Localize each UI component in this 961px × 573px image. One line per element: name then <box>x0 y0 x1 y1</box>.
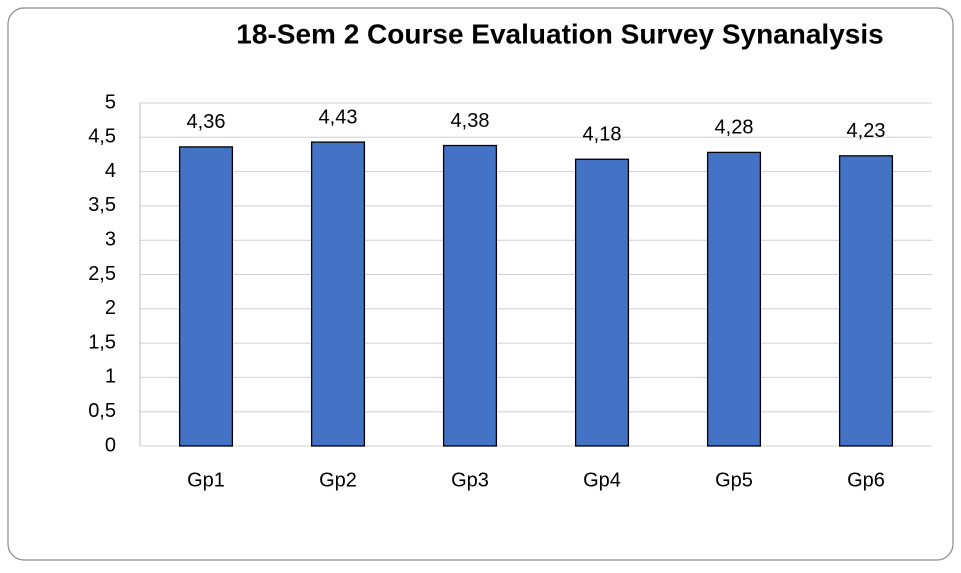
y-tick-label: 3,5 <box>88 194 116 216</box>
y-tick-label: 4,5 <box>88 126 116 148</box>
data-label: 4,23 <box>847 120 886 142</box>
x-tick-label: Gp5 <box>715 469 753 491</box>
bar <box>706 151 762 447</box>
y-tick-label: 0,5 <box>88 400 116 422</box>
bar <box>310 141 366 447</box>
y-tick-label: 1,5 <box>88 331 116 353</box>
y-tick-label: 4 <box>105 160 116 182</box>
bar <box>178 146 234 447</box>
bar <box>838 155 894 447</box>
y-tick-label: 5 <box>105 91 116 113</box>
y-tick-label: 2 <box>105 297 116 319</box>
data-label: 4,43 <box>319 106 358 128</box>
data-label: 4,28 <box>715 117 754 139</box>
x-tick-label: Gp4 <box>583 469 621 491</box>
data-label: 4,18 <box>583 124 622 146</box>
bar <box>442 144 498 447</box>
x-tick-label: Gp6 <box>847 469 885 491</box>
data-label: 4,38 <box>451 110 490 132</box>
bar <box>574 158 630 447</box>
x-tick-label: Gp3 <box>451 469 489 491</box>
x-tick-label: Gp2 <box>319 469 357 491</box>
y-tick-label: 0 <box>105 434 116 456</box>
chart-title: 18-Sem 2 Course Evaluation Survey Synana… <box>236 18 883 49</box>
y-tick-label: 1 <box>105 366 116 388</box>
y-tick-label: 2,5 <box>88 263 116 285</box>
data-label: 4,36 <box>187 111 226 133</box>
y-tick-label: 3 <box>105 228 116 250</box>
x-tick-label: Gp1 <box>187 469 225 491</box>
